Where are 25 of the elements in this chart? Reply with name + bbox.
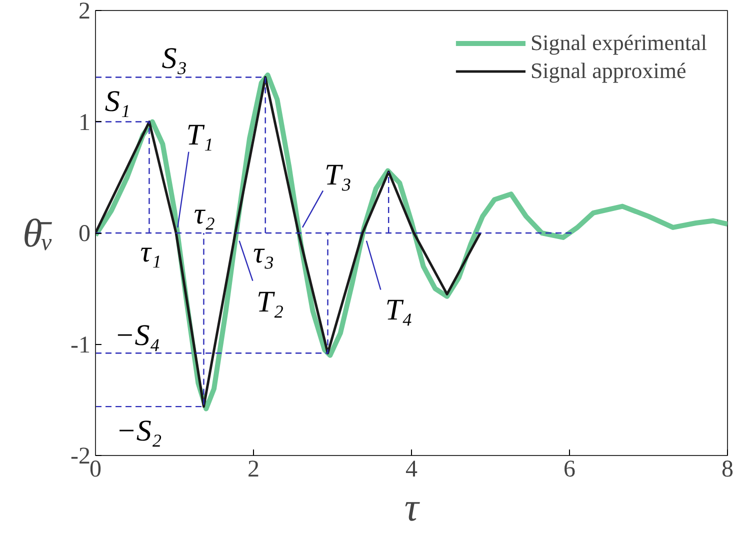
x-axis-title: τ <box>404 484 420 530</box>
annotation: T₂ <box>256 285 284 318</box>
annotation: T₁ <box>186 118 214 152</box>
y-tick-label: -1 <box>70 332 91 358</box>
annotation: τ₂ <box>194 198 216 231</box>
legend-label: Signal expérimental <box>530 30 707 56</box>
annotation: τ₁ <box>140 235 162 268</box>
x-tick-label: 8 <box>722 456 734 482</box>
annotation: T₃ <box>324 158 352 192</box>
x-tick-label: 2 <box>248 456 260 482</box>
annotation: S₃ <box>162 42 188 75</box>
y-tick-label: -2 <box>70 444 91 470</box>
legend-label: Signal approximé <box>530 58 686 84</box>
annotation: −S₂ <box>116 414 162 448</box>
line-series <box>96 76 482 408</box>
annotation: τ₃ <box>253 236 274 270</box>
annotation: −S₄ <box>114 318 160 352</box>
y-axis-title: θ̄ᵥ <box>22 210 54 256</box>
annotation: S₁ <box>104 85 130 118</box>
y-tick-label: 1 <box>78 110 90 136</box>
annotation: T₄ <box>385 293 412 326</box>
y-tick-label: 2 <box>78 0 90 24</box>
x-tick-label: 4 <box>406 456 418 482</box>
y-tick-label: 0 <box>78 221 90 247</box>
x-tick-label: 6 <box>564 456 576 482</box>
